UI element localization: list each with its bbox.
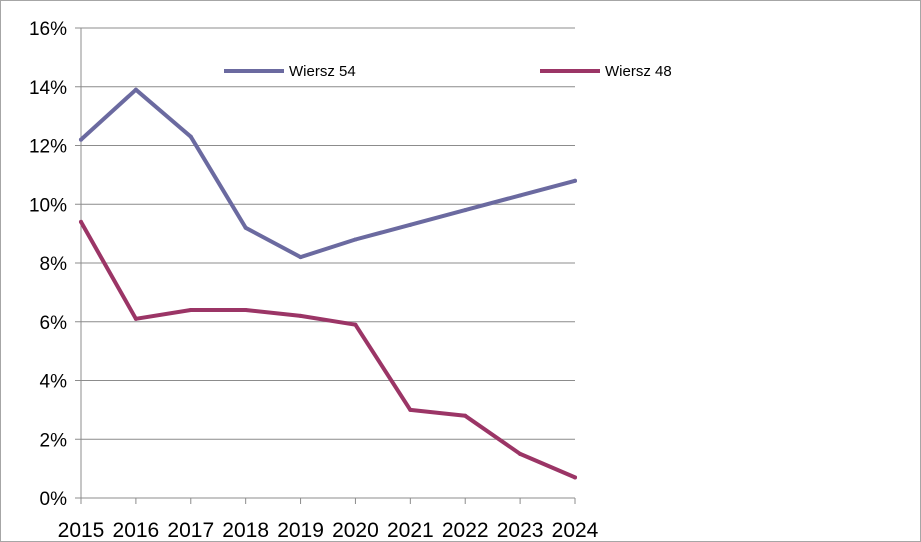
data-point bbox=[188, 308, 193, 312]
data-point bbox=[79, 219, 83, 224]
y-tick-label: 8% bbox=[40, 254, 68, 275]
legend-label: Wiersz 54 bbox=[289, 63, 356, 80]
series-line-0 bbox=[79, 87, 577, 260]
axes: 0% 2% 4% 6% 8% 10% 12% 14% 16% 2015 2016 2017 2018 20… bbox=[29, 19, 599, 542]
data-point bbox=[188, 134, 193, 139]
x-tick-label: 2022 bbox=[442, 519, 489, 542]
data-point bbox=[463, 413, 468, 418]
data-point bbox=[573, 475, 577, 480]
y-tick-label: 12% bbox=[29, 137, 67, 158]
data-point bbox=[243, 225, 248, 230]
x-tick-label: 2024 bbox=[552, 519, 599, 542]
x-tick-label: 2015 bbox=[58, 519, 105, 542]
x-tick-label: 2018 bbox=[222, 519, 269, 542]
series-lines bbox=[79, 87, 577, 480]
data-point bbox=[518, 193, 523, 198]
data-point bbox=[133, 87, 138, 92]
x-tick-label: 2017 bbox=[167, 519, 214, 542]
y-tick-label: 10% bbox=[29, 195, 67, 216]
data-point bbox=[408, 222, 413, 227]
data-point bbox=[408, 407, 413, 412]
y-tick-label: 0% bbox=[40, 489, 68, 510]
y-tick-label: 4% bbox=[40, 372, 68, 393]
y-tick-label: 16% bbox=[29, 19, 67, 40]
series-line-1 bbox=[79, 219, 577, 480]
legend: Wiersz 54 Wiersz 48 bbox=[224, 63, 672, 80]
x-tick-label: 2016 bbox=[113, 519, 160, 542]
data-point bbox=[353, 237, 358, 242]
data-point bbox=[518, 451, 523, 456]
data-point bbox=[79, 137, 83, 142]
data-point bbox=[298, 255, 303, 260]
data-point bbox=[353, 322, 358, 327]
data-point bbox=[243, 308, 248, 312]
x-tick-label: 2020 bbox=[332, 519, 379, 542]
data-point bbox=[298, 313, 303, 318]
x-tick-label: 2019 bbox=[277, 519, 324, 542]
legend-label: Wiersz 48 bbox=[605, 63, 672, 80]
y-tick-label: 2% bbox=[40, 430, 68, 451]
x-tick-label: 2023 bbox=[497, 519, 544, 542]
y-tick-label: 6% bbox=[40, 313, 68, 334]
data-point bbox=[463, 208, 468, 213]
data-point bbox=[573, 178, 577, 183]
data-point bbox=[133, 316, 138, 321]
x-tick-label: 2021 bbox=[387, 519, 434, 542]
y-tick-label: 14% bbox=[29, 78, 67, 99]
